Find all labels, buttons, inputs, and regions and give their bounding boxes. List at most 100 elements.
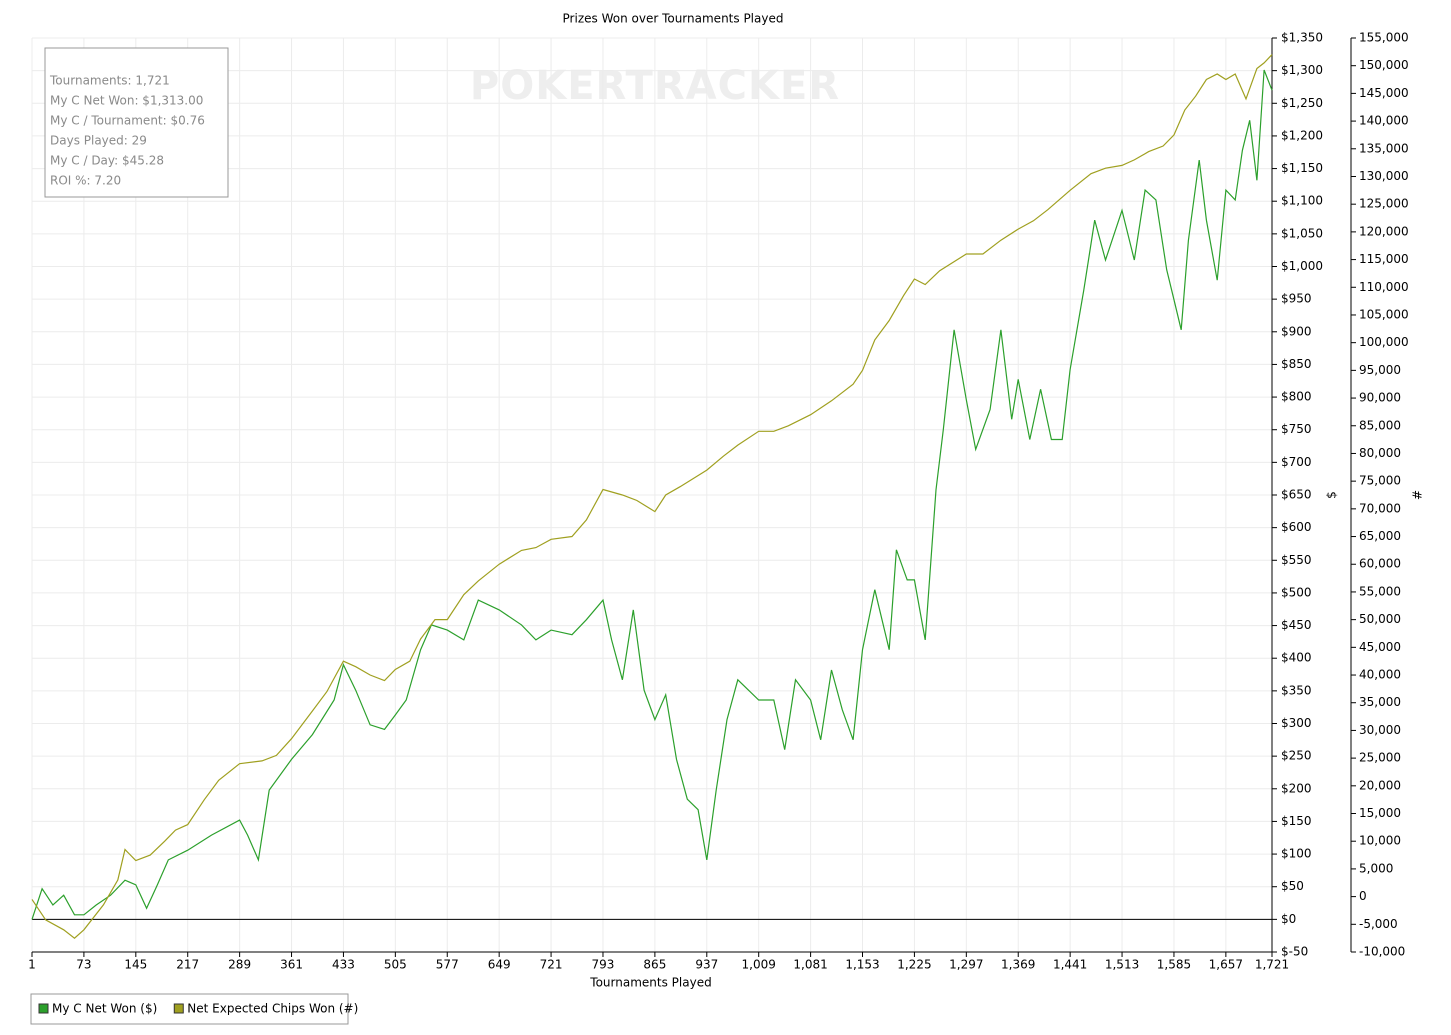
legend-swatch [38, 1003, 49, 1014]
y-tick-label: $350 [1281, 683, 1312, 697]
y2-tick-label: 90,000 [1359, 391, 1401, 405]
y-tick-label: $1,050 [1281, 226, 1323, 240]
series-line [31, 54, 1273, 939]
x-tick-label: 1,513 [1105, 958, 1139, 972]
y2-tick-label: 105,000 [1359, 307, 1409, 321]
y-tick-label: $450 [1281, 618, 1312, 632]
y-tick-label: $0 [1281, 912, 1296, 926]
chart-title: Prizes Won over Tournaments Played [563, 12, 784, 26]
y-tick-label: $400 [1281, 651, 1312, 665]
y2-tick-label: -10,000 [1359, 945, 1405, 959]
x-tick-label: 217 [176, 958, 199, 972]
y-tick-label: $550 [1281, 553, 1312, 567]
info-line: Days Played: 29 [50, 134, 147, 148]
legend-frame [30, 993, 349, 1025]
y-tick-label: $850 [1281, 357, 1312, 371]
legend-label: My C Net Won ($) [52, 1002, 157, 1016]
y-tick-label: $1,000 [1281, 259, 1323, 273]
y2-tick-label: 10,000 [1359, 834, 1401, 848]
y-tick-label: $200 [1281, 781, 1312, 795]
y-tick-label: $700 [1281, 455, 1312, 469]
y2-tick-label: 155,000 [1359, 31, 1409, 45]
y2-tick-label: 120,000 [1359, 224, 1409, 238]
y-tick-label: $50 [1281, 879, 1304, 893]
y2-tick-label: 65,000 [1359, 529, 1401, 543]
x-axis-label: Tournaments Played [589, 976, 711, 990]
y2-tick-label: 100,000 [1359, 335, 1409, 349]
y2-tick-label: 25,000 [1359, 751, 1401, 765]
y2-axis-label: # [1411, 490, 1425, 500]
x-tick-label: 1,225 [897, 958, 931, 972]
y-tick-label: $150 [1281, 814, 1312, 828]
legend-label: Net Expected Chips Won (#) [187, 1002, 358, 1016]
y-tick-label: $600 [1281, 520, 1312, 534]
x-tick-label: 361 [280, 958, 303, 972]
info-box: Tournaments: 1,721 My C Net Won: $1,313.0… [44, 47, 229, 198]
x-tick-label: 1,369 [1001, 958, 1035, 972]
y-tick-label: $250 [1281, 749, 1312, 763]
x-tick-label: 1,721 [1255, 958, 1289, 972]
info-line: Tournaments: 1,721 [49, 74, 170, 88]
y2-tick-label: 115,000 [1359, 252, 1409, 266]
y2-tick-label: 95,000 [1359, 363, 1401, 377]
y2-tick-label: 55,000 [1359, 584, 1401, 598]
y2-tick-label: 15,000 [1359, 806, 1401, 820]
y-tick-label: $300 [1281, 716, 1312, 730]
y2-tick-label: 145,000 [1359, 86, 1409, 100]
y-tick-label: $1,200 [1281, 128, 1323, 142]
x-tick-label: 145 [124, 958, 147, 972]
y-tick-label: $500 [1281, 585, 1312, 599]
series-line [31, 69, 1273, 920]
x-tick-label: 1,585 [1157, 958, 1191, 972]
x-tick-label: 865 [643, 958, 666, 972]
info-line: My C Net Won: $1,313.00 [50, 94, 203, 108]
y2-tick-label: 30,000 [1359, 723, 1401, 737]
x-tick-label: 1,009 [742, 958, 776, 972]
x-tick-label: 1,081 [793, 958, 827, 972]
y2-tick-label: 5,000 [1359, 861, 1393, 875]
x-tick-label: 505 [384, 958, 407, 972]
y2-tick-label: 80,000 [1359, 446, 1401, 460]
y-tick-label: $950 [1281, 292, 1312, 306]
x-tick-label: 793 [592, 958, 615, 972]
info-line: My C / Tournament: $0.76 [50, 114, 205, 128]
y2-tick-label: 20,000 [1359, 778, 1401, 792]
y2-tick-label: 75,000 [1359, 474, 1401, 488]
y2-tick-label: 125,000 [1359, 197, 1409, 211]
y-tick-label: $750 [1281, 422, 1312, 436]
x-tick-label: 1 [28, 958, 36, 972]
y-tick-label: $1,100 [1281, 194, 1323, 208]
y2-tick-label: 40,000 [1359, 668, 1401, 682]
y2-tick-label: 60,000 [1359, 557, 1401, 571]
x-tick-label: 577 [436, 958, 459, 972]
y-tick-label: $800 [1281, 390, 1312, 404]
info-line: ROI %: 7.20 [50, 174, 121, 188]
y2-tick-label: 150,000 [1359, 58, 1409, 72]
y2-tick-label: 110,000 [1359, 280, 1409, 294]
y2-tick-label: 50,000 [1359, 612, 1401, 626]
info-box-frame [44, 47, 229, 198]
x-tick-label: 1,657 [1209, 958, 1243, 972]
y2-tick-label: 130,000 [1359, 169, 1409, 183]
y2-tick-label: 35,000 [1359, 695, 1401, 709]
x-tick-label: 289 [228, 958, 251, 972]
y2-tick-label: 135,000 [1359, 141, 1409, 155]
x-tick-label: 937 [695, 958, 718, 972]
y2-tick-label: 0 [1359, 889, 1367, 903]
y-tick-label: $1,300 [1281, 63, 1323, 77]
x-tick-label: 1,153 [845, 958, 879, 972]
y-tick-label: $1,150 [1281, 161, 1323, 175]
x-tick-label: 721 [540, 958, 563, 972]
x-tick-label: 1,441 [1053, 958, 1087, 972]
y-tick-label: $-50 [1281, 945, 1308, 959]
legend-swatch [173, 1003, 184, 1014]
y-tick-label: $1,350 [1281, 31, 1323, 45]
y-tick-label: $900 [1281, 324, 1312, 338]
x-tick-label: 73 [76, 958, 91, 972]
x-tick-label: 1,297 [949, 958, 983, 972]
y-tick-label: $650 [1281, 488, 1312, 502]
y2-tick-label: 70,000 [1359, 501, 1401, 515]
y2-tick-label: 140,000 [1359, 114, 1409, 128]
y2-tick-label: 85,000 [1359, 418, 1401, 432]
